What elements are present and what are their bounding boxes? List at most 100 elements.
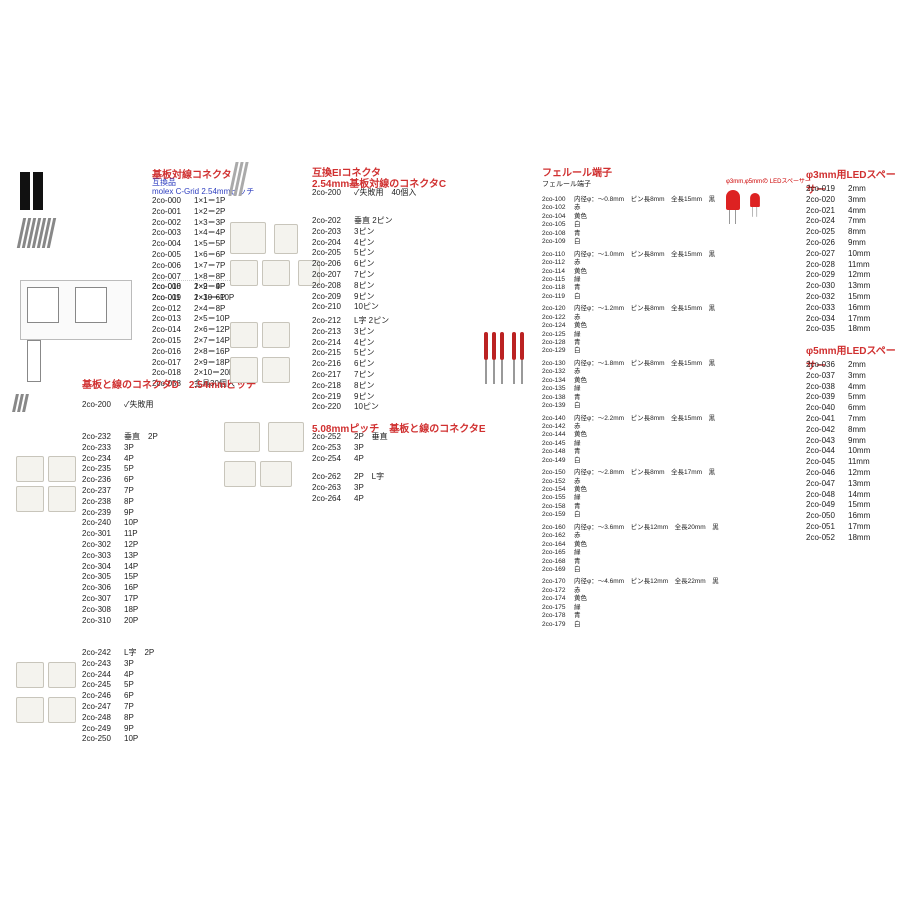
list-item: 2co-24010P — [82, 518, 158, 529]
list-item: 2co-04511mm — [806, 457, 870, 468]
list-item: 2co-2144ピン — [312, 338, 389, 349]
list-item: 2co-2155ピン — [312, 348, 389, 359]
list-item: 2co-2199ピン — [312, 392, 389, 403]
list-item: 2co-03518mm — [806, 324, 870, 335]
list-item: 2co-114黄色 — [542, 268, 719, 276]
list-item: 2co-2477P — [82, 702, 154, 713]
col2-list-a: 2co-202垂直 2ピン2co-2033ピン2co-2044ピン2co-205… — [312, 216, 393, 313]
list-item: 2co-0214mm — [806, 206, 870, 217]
list-item: 2co-2399P — [82, 508, 158, 519]
list-item: 2co-145緑 — [542, 440, 719, 448]
list-item: 2co-154黄色 — [542, 486, 719, 494]
ferrule-group-header: 2co-150内径φ：～2.8mm ピン長8mm 全長17mm 黒 — [542, 469, 719, 477]
list-item: 2co-202垂直 2ピン — [312, 216, 393, 227]
list-item: 2co-232垂直 2P — [82, 432, 158, 443]
list-item: 2co-0269mm — [806, 238, 870, 249]
ferrule-group-header: 2co-140内径φ：～2.2mm ピン長8mm 全長15mm 黒 — [542, 415, 719, 423]
list-item: 2co-138青 — [542, 394, 719, 402]
list-item: 2co-179白 — [542, 621, 719, 629]
list-item: 2co-175緑 — [542, 604, 719, 612]
list-item: 2co-128青 — [542, 339, 719, 347]
list-item: 2co-2044ピン — [312, 238, 393, 249]
list-item: 2co-02912mm — [806, 270, 870, 281]
img-cgrid-terminals — [20, 218, 53, 248]
col1-c200: 2co-200✓失敗用 — [82, 400, 153, 411]
list-item: 2co-0152×7＝14P — [152, 336, 235, 347]
list-item: 2co-2188ピン — [312, 381, 389, 392]
list-item: 2co-0172×9＝18P — [152, 358, 235, 369]
list-item: 2co-0417mm — [806, 414, 870, 425]
list-item: 2co-125緑 — [542, 331, 719, 339]
list-item: 2co-212L字 2ピン — [312, 316, 389, 327]
list-item: 2co-2544P — [312, 454, 388, 465]
img-led — [726, 190, 762, 210]
list-item: 2co-25010P — [82, 734, 154, 745]
list-item: 2co-174黄色 — [542, 595, 719, 603]
list-item: 2co-02710mm — [806, 249, 870, 260]
list-item: 2co-2522P 垂直 — [312, 432, 388, 443]
ferrule-group-header: 2co-120内径φ：～1.2mm ピン長8mm 全長15mm 黒 — [542, 305, 719, 313]
list-item: 2co-2055ピン — [312, 248, 393, 259]
list-item: 2co-139白 — [542, 402, 719, 410]
list-item: 2co-2433P — [82, 659, 154, 670]
col2-list-b: 2co-212L字 2ピン2co-2133ピン2co-2144ピン2co-215… — [312, 316, 389, 413]
ferrule-group-header: 2co-170内径φ：～4.6mm ピン長12mm 全長22mm 黒 — [542, 578, 719, 586]
list-item: 2co-0122×4＝8P — [152, 304, 235, 315]
list-item: 2co-31020P — [82, 616, 158, 627]
list-item: 2co-04713mm — [806, 479, 870, 490]
list-item: 2co-0406mm — [806, 403, 870, 414]
list-item: 2co-0192mm — [806, 184, 870, 195]
list-item: 2co-04814mm — [806, 490, 870, 501]
list-item: 2co-242L字 2P — [82, 648, 154, 659]
list-item: 2co-2444P — [82, 670, 154, 681]
img-connD-L — [14, 660, 78, 730]
list-item: 2co-05117mm — [806, 522, 870, 533]
list-item: 2co-30212P — [82, 540, 158, 551]
list-item: 2co-2333P — [82, 443, 158, 454]
list-item: 2co-2133ピン — [312, 327, 389, 338]
list-item: 2co-104黄色 — [542, 213, 719, 221]
list-item: 2co-2077ピン — [312, 270, 393, 281]
list-item: 2co-30515P — [82, 572, 158, 583]
list-item: 2co-0021×3＝3P — [152, 218, 234, 229]
list-item: 2co-05218mm — [806, 533, 870, 544]
list-item: 2co-2366P — [82, 475, 158, 486]
list-item: 2co-118青 — [542, 284, 719, 292]
list-item: 2co-04612mm — [806, 468, 870, 479]
img-cgrid-diagram — [20, 280, 132, 340]
list-item: 2co-30313P — [82, 551, 158, 562]
col2-list-c: 2co-2522P 垂直2co-2533P2co-2544P — [312, 432, 388, 464]
list-item: 2co-2355P — [82, 464, 158, 475]
img-ei-housing2 — [228, 258, 322, 293]
list-item: 2co-149白 — [542, 457, 719, 465]
list-item: 2co-129白 — [542, 347, 719, 355]
list-item: 2co-122赤 — [542, 314, 719, 322]
list-item: 2co-04915mm — [806, 500, 870, 511]
list-item: 2co-0011×2＝2P — [152, 207, 234, 218]
list-item: 2co-0031×4＝4P — [152, 228, 234, 239]
list-item: 2co-162赤 — [542, 532, 719, 540]
list-item: 2co-0041×5＝5P — [152, 239, 234, 250]
col3-sub: フェルール端子 — [542, 180, 591, 189]
list-item: 2co-0051×6＝6P — [152, 250, 234, 261]
col4-note: φ3mm,φ5mmの LEDスペーサー — [726, 176, 811, 185]
list-item: 2co-2466P — [82, 691, 154, 702]
list-item: 2co-119白 — [542, 293, 719, 301]
list-item: 2co-0162×8＝16P — [152, 347, 235, 358]
col2-list-d: 2co-2622P L字2co-2633P2co-2644P — [312, 472, 384, 504]
list-item: 2co-03013mm — [806, 281, 870, 292]
list-item: 2co-172赤 — [542, 587, 719, 595]
list-item: 2co-168青 — [542, 558, 719, 566]
col1-list-b: 2co-0102×2＝4P2co-0112×3＝6P2co-0122×4＝8P2… — [152, 282, 235, 390]
list-item: 2co-30818P — [82, 605, 158, 616]
list-item: 2co-03215mm — [806, 292, 870, 303]
list-item: 2co-30111P — [82, 529, 158, 540]
list-item: 2co-148青 — [542, 448, 719, 456]
img-connD-terminals — [14, 394, 27, 412]
list-item: 2co-05016mm — [806, 511, 870, 522]
list-item: 2co-03417mm — [806, 314, 870, 325]
img-connE — [222, 420, 306, 494]
sep — [152, 280, 232, 281]
list-item: 2co-2644P — [312, 494, 384, 505]
col3-groups: 2co-100内径φ：～0.8mm ピン長8mm 全長15mm 黒2co-102… — [542, 196, 719, 633]
